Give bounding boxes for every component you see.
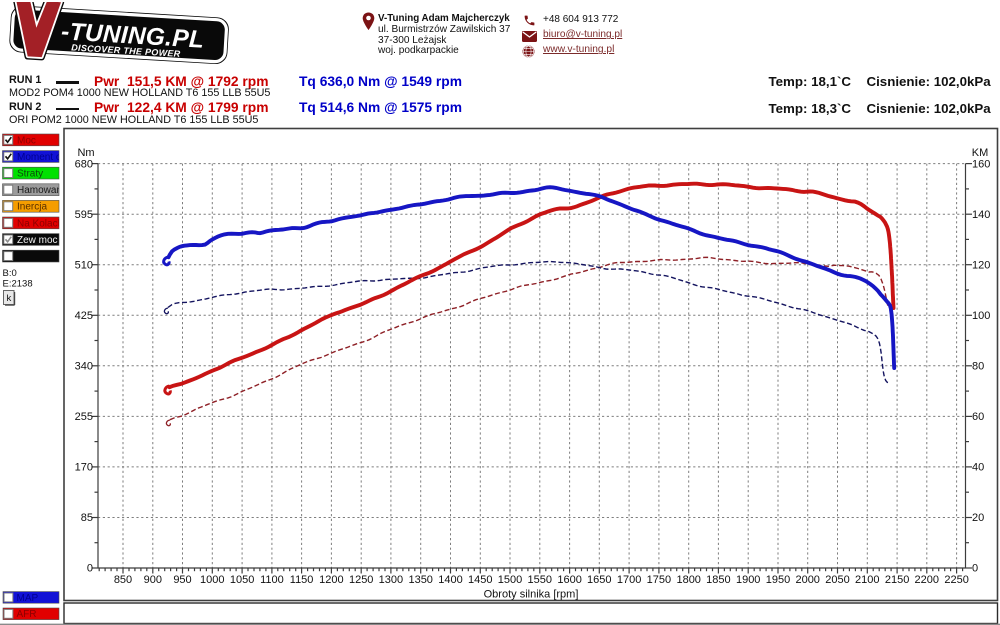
svg-text:Nm: Nm (77, 147, 94, 159)
svg-text:1450: 1450 (468, 574, 492, 586)
svg-text:1700: 1700 (617, 574, 641, 586)
svg-text:900: 900 (144, 574, 162, 586)
svg-text:160: 160 (972, 158, 990, 170)
svg-text:1050: 1050 (230, 574, 254, 586)
svg-text:140: 140 (972, 209, 990, 221)
svg-text:Moment obr: Moment obr (17, 152, 71, 163)
svg-text:Obroty silnika [rpm]: Obroty silnika [rpm] (484, 589, 579, 601)
svg-text:2000: 2000 (795, 574, 819, 586)
svg-text:2250: 2250 (944, 574, 968, 586)
svg-text:85: 85 (81, 512, 93, 524)
svg-text:1750: 1750 (647, 574, 671, 586)
svg-text:0: 0 (972, 563, 978, 575)
svg-text:595: 595 (75, 209, 93, 221)
svg-text:1800: 1800 (676, 574, 700, 586)
svg-text:k: k (7, 293, 12, 304)
svg-text:1250: 1250 (349, 574, 373, 586)
svg-text:E:2138: E:2138 (3, 279, 33, 290)
svg-text:1150: 1150 (290, 574, 314, 586)
svg-text:1200: 1200 (319, 574, 343, 586)
svg-text:Inercja: Inercja (17, 202, 47, 213)
svg-text:425: 425 (75, 310, 93, 322)
svg-text:AFR: AFR (17, 609, 37, 620)
svg-text:950: 950 (173, 574, 191, 586)
svg-text:1600: 1600 (557, 574, 581, 586)
svg-text:850: 850 (114, 574, 132, 586)
svg-text:Hamowana: Hamowana (17, 185, 68, 196)
svg-text:2150: 2150 (885, 574, 909, 586)
svg-text:1400: 1400 (438, 574, 462, 586)
svg-text:1950: 1950 (766, 574, 790, 586)
svg-text:1550: 1550 (528, 574, 552, 586)
svg-text:120: 120 (972, 259, 990, 271)
svg-text:100: 100 (972, 310, 990, 322)
svg-text:2200: 2200 (915, 574, 939, 586)
svg-text:KM: KM (972, 147, 989, 159)
svg-text:1300: 1300 (379, 574, 403, 586)
svg-text:20: 20 (972, 512, 984, 524)
svg-text:255: 255 (75, 411, 93, 423)
svg-text:Na Kolach: Na Kolach (17, 218, 63, 229)
svg-text:MAP: MAP (17, 593, 39, 604)
svg-text:1900: 1900 (736, 574, 760, 586)
svg-text:2050: 2050 (825, 574, 849, 586)
svg-text:40: 40 (972, 462, 984, 474)
svg-text:1100: 1100 (260, 574, 284, 586)
svg-text:Straty: Straty (17, 169, 43, 180)
svg-text:1500: 1500 (498, 574, 522, 586)
svg-text:340: 340 (75, 361, 93, 373)
svg-text:80: 80 (972, 361, 984, 373)
svg-text:0: 0 (87, 563, 93, 575)
svg-text:2100: 2100 (855, 574, 879, 586)
svg-text:1000: 1000 (200, 574, 224, 586)
svg-text:Moc: Moc (17, 135, 36, 146)
svg-text:1350: 1350 (408, 574, 432, 586)
svg-text:1850: 1850 (706, 574, 730, 586)
svg-text:1650: 1650 (587, 574, 611, 586)
svg-text:510: 510 (75, 259, 93, 271)
svg-text:B:0: B:0 (3, 268, 17, 279)
svg-text:Zew moc str: Zew moc str (17, 235, 72, 246)
svg-text:680: 680 (75, 158, 93, 170)
svg-text:170: 170 (75, 462, 93, 474)
svg-text:60: 60 (972, 411, 984, 423)
